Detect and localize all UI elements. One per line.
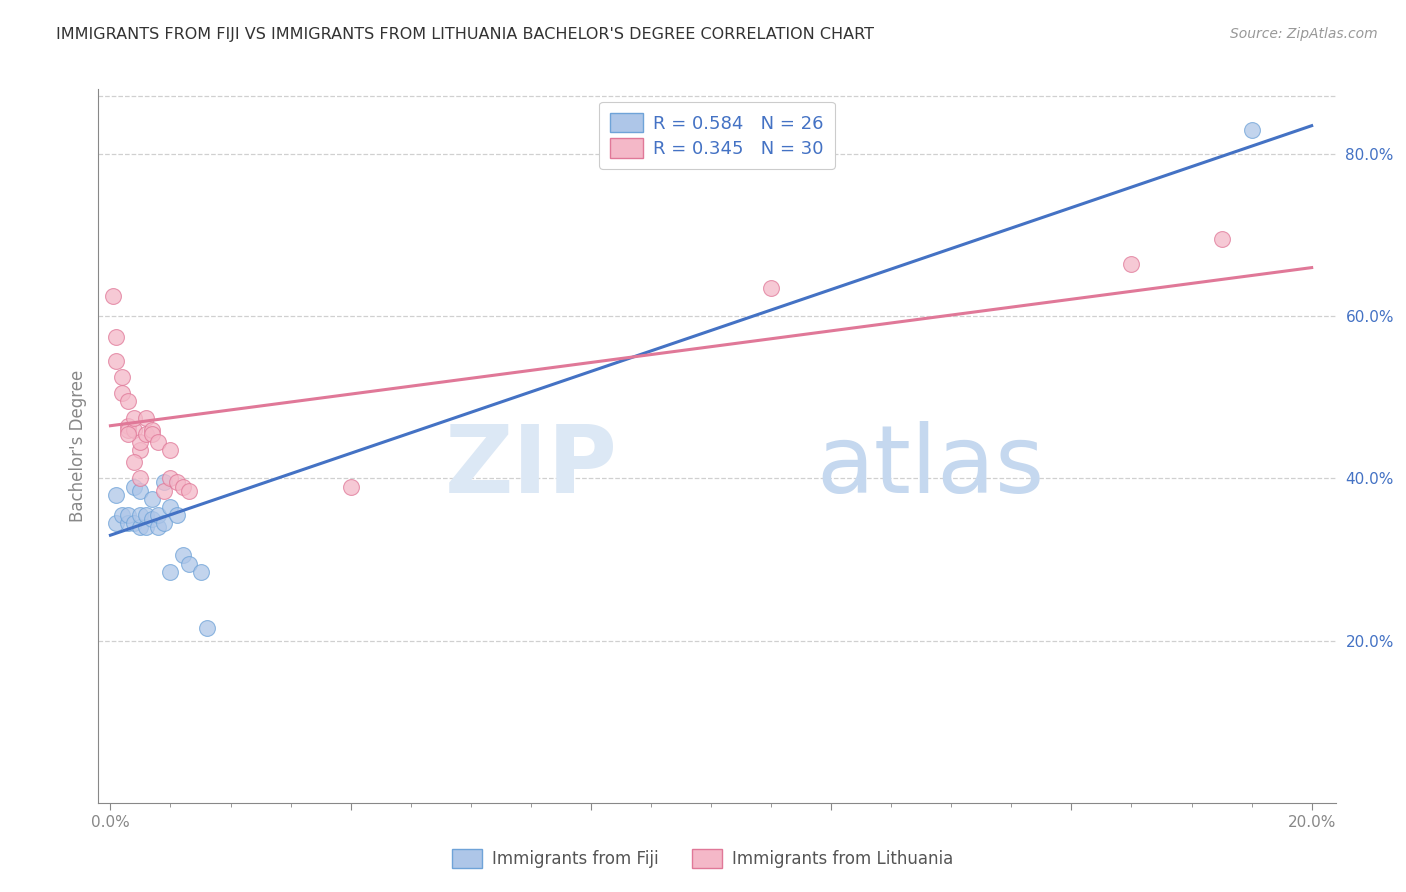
Point: [1240, 122, 1263, 136]
Point: [117, 423, 139, 437]
Point: [177, 557, 200, 571]
Point: [141, 512, 163, 526]
Point: [117, 516, 139, 530]
Point: [166, 475, 188, 490]
Point: [117, 508, 139, 522]
Point: [141, 491, 163, 506]
Point: [105, 488, 128, 502]
Point: [159, 500, 181, 514]
Point: [105, 516, 128, 530]
Point: [124, 455, 146, 469]
Point: [166, 508, 188, 522]
Text: IMMIGRANTS FROM FIJI VS IMMIGRANTS FROM LITHUANIA BACHELOR'S DEGREE CORRELATION : IMMIGRANTS FROM FIJI VS IMMIGRANTS FROM …: [56, 27, 875, 42]
Point: [129, 443, 152, 458]
Point: [129, 508, 152, 522]
Point: [135, 508, 157, 522]
Point: [339, 479, 361, 493]
Point: [172, 549, 194, 563]
Point: [190, 565, 212, 579]
Point: [117, 394, 139, 409]
Point: [124, 410, 146, 425]
Point: [195, 622, 218, 636]
Point: [124, 423, 146, 437]
Legend: Immigrants from Fiji, Immigrants from Lithuania: Immigrants from Fiji, Immigrants from Li…: [446, 843, 960, 875]
Point: [148, 508, 170, 522]
Point: [111, 370, 134, 384]
Point: [103, 289, 125, 303]
Point: [159, 443, 181, 458]
Point: [105, 354, 128, 368]
Legend: R = 0.584   N = 26, R = 0.345   N = 30: R = 0.584 N = 26, R = 0.345 N = 30: [599, 102, 835, 169]
Point: [159, 565, 181, 579]
Point: [105, 329, 128, 343]
Text: Source: ZipAtlas.com: Source: ZipAtlas.com: [1230, 27, 1378, 41]
Point: [1211, 232, 1233, 246]
Point: [135, 520, 157, 534]
Point: [153, 475, 176, 490]
Point: [124, 479, 146, 493]
Point: [141, 426, 163, 441]
Point: [759, 281, 782, 295]
Point: [159, 471, 181, 485]
Point: [135, 410, 157, 425]
Point: [177, 483, 200, 498]
Point: [141, 423, 163, 437]
Point: [117, 418, 139, 433]
Text: ZIP: ZIP: [446, 421, 619, 514]
Point: [117, 426, 139, 441]
Point: [129, 483, 152, 498]
Text: atlas: atlas: [815, 421, 1045, 514]
Point: [148, 434, 170, 449]
Point: [1121, 256, 1143, 270]
Point: [111, 386, 134, 401]
Point: [153, 483, 176, 498]
Point: [124, 516, 146, 530]
Point: [135, 426, 157, 441]
Point: [172, 479, 194, 493]
Point: [129, 471, 152, 485]
Point: [153, 516, 176, 530]
Point: [129, 434, 152, 449]
Y-axis label: Bachelor's Degree: Bachelor's Degree: [69, 370, 87, 522]
Point: [111, 508, 134, 522]
Point: [148, 520, 170, 534]
Point: [129, 520, 152, 534]
